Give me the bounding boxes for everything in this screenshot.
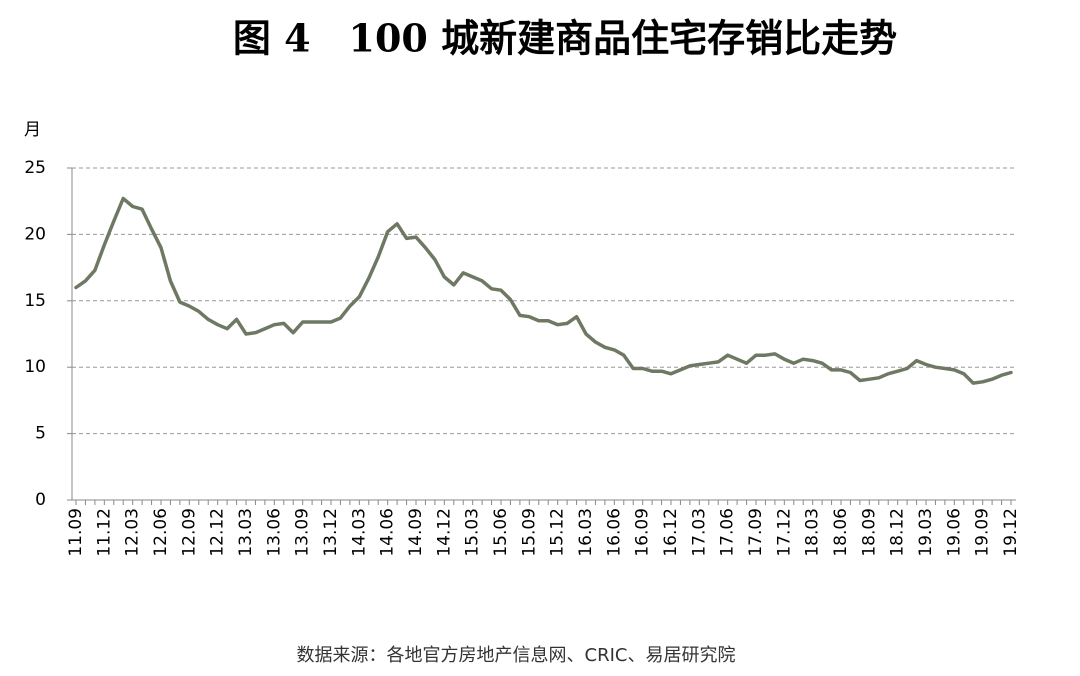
y-tick-label: 5: [35, 424, 46, 444]
source-note: 数据来源：各地官方房地产信息网、CRIC、易居研究院: [297, 645, 736, 666]
x-tick-label: 19.03: [916, 508, 936, 557]
x-tick-label: 12.09: [179, 508, 199, 557]
x-tick-label: 16.12: [661, 508, 681, 557]
x-tick-label: 11.09: [66, 508, 86, 557]
x-tick-label: 15.06: [491, 508, 511, 557]
x-tick-label: 12.03: [123, 508, 143, 557]
x-tick-label: 14.09: [406, 508, 426, 557]
x-tick-label: 18.06: [831, 508, 851, 557]
x-tick-label: 11.12: [94, 508, 114, 557]
x-tick-label: 15.03: [463, 508, 483, 557]
x-tick-label: 17.09: [746, 508, 766, 557]
x-tick-label: 15.12: [548, 508, 568, 557]
x-tick-label: 12.12: [208, 508, 228, 557]
x-tick-label: 19.12: [1001, 508, 1021, 557]
y-tick-label: 10: [24, 357, 46, 377]
y-tick-label: 20: [24, 224, 46, 244]
x-tick-label: 19.06: [944, 508, 964, 557]
y-tick-label: 25: [24, 158, 46, 178]
x-tick-label: 17.03: [689, 508, 709, 557]
x-tick-label: 16.09: [633, 508, 653, 557]
x-tick-label: 18.12: [888, 508, 908, 557]
y-tick-label: 0: [35, 490, 46, 510]
x-tick-label: 14.06: [378, 508, 398, 557]
x-tick-label: 14.03: [349, 508, 369, 557]
x-tick-label: 17.06: [718, 508, 738, 557]
x-tick-label: 12.06: [151, 508, 171, 557]
data-line: [74, 196, 1013, 385]
x-tick-label: 13.09: [293, 508, 313, 557]
x-tick-label: 16.06: [604, 508, 624, 557]
x-tick-label: 13.06: [264, 508, 284, 557]
x-tick-label: 13.12: [321, 508, 341, 557]
x-tick-label: 16.03: [576, 508, 596, 557]
x-tick-label: 18.09: [859, 508, 879, 557]
x-tick-label: 17.12: [774, 508, 794, 557]
y-axis-label: 月: [24, 120, 41, 140]
x-tick-label: 13.03: [236, 508, 256, 557]
x-tick-label: 14.12: [434, 508, 454, 557]
x-tick-label: 18.03: [803, 508, 823, 557]
y-tick-label: 15: [24, 291, 46, 311]
x-tick-label: 19.09: [973, 508, 993, 557]
x-tick-label: 15.09: [519, 508, 539, 557]
chart-title: 图 4 100 城新建商品住宅存销比走势: [233, 16, 897, 61]
